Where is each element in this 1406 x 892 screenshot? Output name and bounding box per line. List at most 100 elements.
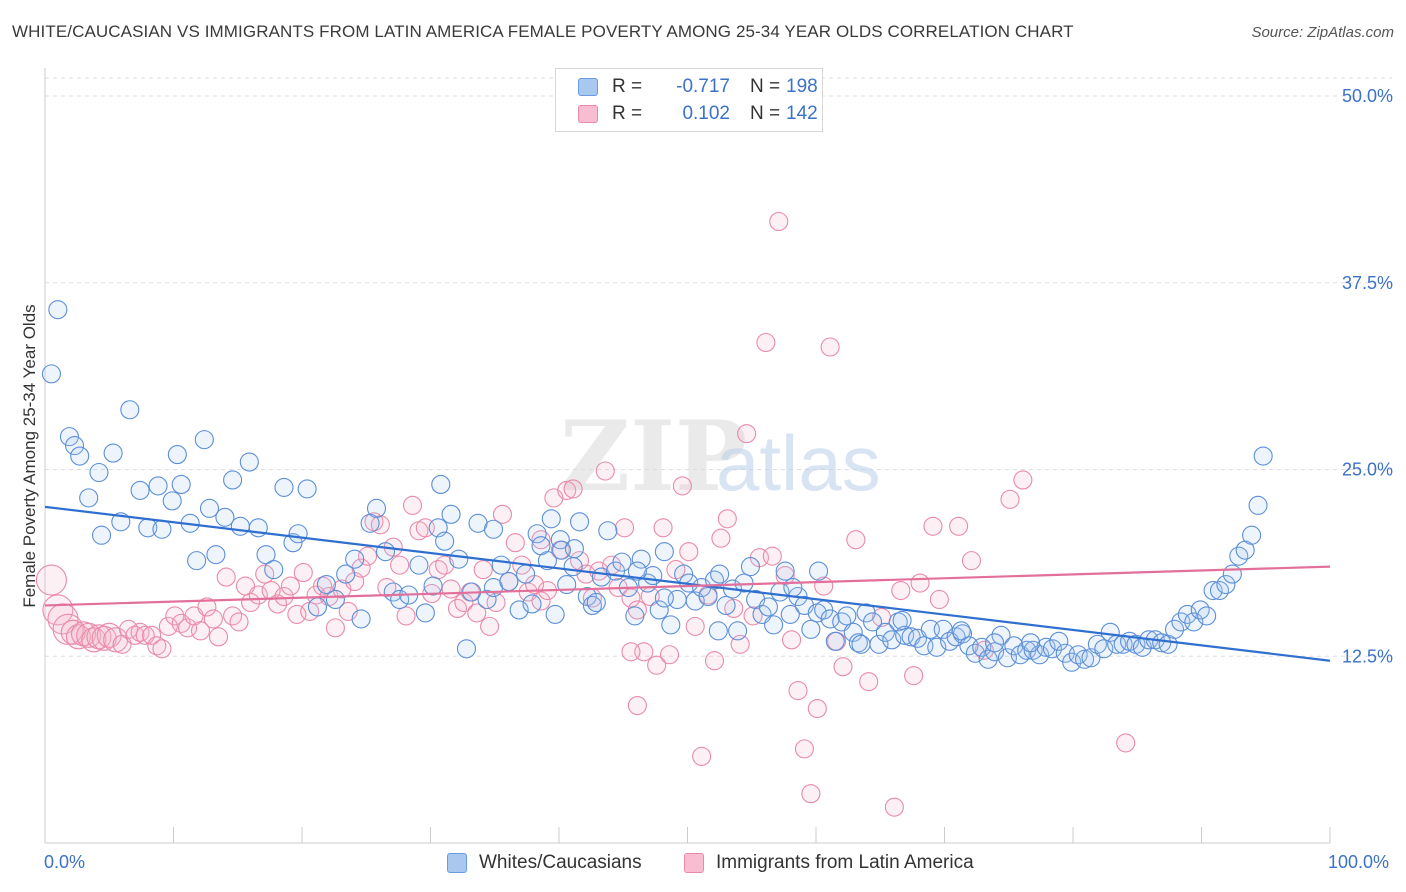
whites-point xyxy=(740,557,761,577)
whites-point xyxy=(1248,495,1268,515)
immigrants-point xyxy=(370,515,390,535)
whites-point xyxy=(91,525,112,545)
immigrants-point xyxy=(130,622,150,642)
watermark-zip: ZIP xyxy=(560,400,747,513)
immigrants-point xyxy=(142,625,162,645)
whites-point xyxy=(537,551,557,571)
whites-point xyxy=(223,470,243,490)
n-label: N = xyxy=(750,103,781,124)
whites-point xyxy=(366,498,387,518)
immigrants-point xyxy=(737,424,757,444)
x-tick-label-min: 0.0% xyxy=(44,852,86,872)
whites-point xyxy=(1197,606,1217,626)
immigrants-point xyxy=(801,784,821,804)
immigrants-point xyxy=(35,564,67,596)
stats-legend: R = -0.717 N = 198 R = 0.102 N = 142 xyxy=(555,68,823,132)
immigrants-point xyxy=(52,613,84,645)
immigrants-point xyxy=(621,642,641,662)
whites-point xyxy=(1094,639,1114,659)
whites-point xyxy=(1253,446,1273,466)
whites-point xyxy=(274,477,294,497)
legend-item-immigrants[interactable]: Immigrants from Latin America xyxy=(684,852,974,874)
whites-point xyxy=(758,597,779,617)
whites-point xyxy=(1049,631,1069,651)
chart-title: WHITE/CAUCASIAN VS IMMIGRANTS FROM LATIN… xyxy=(12,22,1074,41)
whites-point xyxy=(627,561,647,581)
whites-point xyxy=(820,609,840,629)
immigrants-point xyxy=(152,639,172,659)
immigrants-point xyxy=(435,555,455,575)
immigrants-point xyxy=(402,495,423,515)
whites-point xyxy=(1177,604,1197,624)
axes xyxy=(44,68,1331,844)
trend-lines xyxy=(44,505,1331,662)
immigrants-point xyxy=(659,645,680,665)
immigrants-point xyxy=(929,589,949,610)
immigrants-point xyxy=(647,655,667,675)
immigrants-point xyxy=(724,598,744,618)
y-tick-label: 25.0% xyxy=(1342,460,1393,480)
whites-point xyxy=(230,516,250,536)
immigrants-point xyxy=(396,606,416,626)
whites-point xyxy=(875,622,895,642)
whites-point xyxy=(206,545,226,565)
immigrants-point xyxy=(672,476,692,496)
immigrants-point xyxy=(679,542,699,562)
immigrants-point xyxy=(480,616,500,636)
whites-point xyxy=(978,649,998,669)
legend-swatch-whites xyxy=(578,78,598,96)
immigrants-point xyxy=(241,592,261,613)
stats-legend-row-whites: R = -0.717 N = 198 xyxy=(578,75,818,99)
whites-point xyxy=(985,633,1005,653)
immigrants-point xyxy=(125,625,145,645)
whites-point xyxy=(215,507,235,527)
whites-point xyxy=(801,619,821,639)
whites-point xyxy=(456,639,477,659)
whites-point xyxy=(89,462,109,483)
y-axis-label: Female Poverty Among 25-34 Year Olds xyxy=(20,304,39,608)
whites-point xyxy=(256,545,276,565)
immigrants-point xyxy=(325,618,345,638)
y-tick-labels: 12.5% 25.0% 37.5% 50.0% xyxy=(1342,86,1393,666)
watermark: ZIP atlas xyxy=(560,400,881,513)
n-value: 198 xyxy=(786,76,818,97)
whites-point xyxy=(1222,564,1242,584)
immigrants-point xyxy=(1000,489,1020,509)
whites-point xyxy=(1164,619,1185,639)
whites-point xyxy=(654,542,674,562)
whites-point xyxy=(783,577,803,598)
whites-point xyxy=(825,631,845,651)
immigrants-point xyxy=(1116,733,1136,753)
immigrants-point xyxy=(492,504,513,524)
y-tick-label: 50.0% xyxy=(1342,86,1393,106)
whites-point xyxy=(79,488,99,508)
whites-point xyxy=(288,524,308,544)
whites-point xyxy=(162,491,182,511)
whites-point xyxy=(728,621,748,641)
whites-point xyxy=(431,474,451,494)
whites-point xyxy=(882,630,902,650)
whites-point xyxy=(527,524,547,544)
whites-point xyxy=(264,560,284,580)
immigrants-point xyxy=(627,696,647,716)
whites-point xyxy=(130,480,150,500)
whites-point xyxy=(435,531,455,551)
immigrants-point xyxy=(216,567,236,587)
immigrants-point xyxy=(595,461,615,481)
whites-point xyxy=(550,530,570,550)
trend-line-immigrants xyxy=(44,565,1331,607)
legend-item-whites[interactable]: Whites/Caucasians xyxy=(447,852,642,874)
immigrants-point xyxy=(794,739,814,759)
whites-point xyxy=(199,498,220,518)
immigrants-point xyxy=(949,516,969,536)
stats-legend-row-immigrants: R = 0.102 N = 142 xyxy=(578,102,818,126)
whites-point xyxy=(409,555,429,575)
whites-point xyxy=(661,615,681,635)
series-immigrants-points xyxy=(35,211,1136,817)
y-tick-label: 12.5% xyxy=(1342,646,1393,666)
immigrants-point xyxy=(1013,470,1033,490)
immigrants-point xyxy=(704,651,725,671)
whites-point xyxy=(570,512,590,532)
whites-point xyxy=(239,452,259,472)
whites-point xyxy=(48,300,68,320)
